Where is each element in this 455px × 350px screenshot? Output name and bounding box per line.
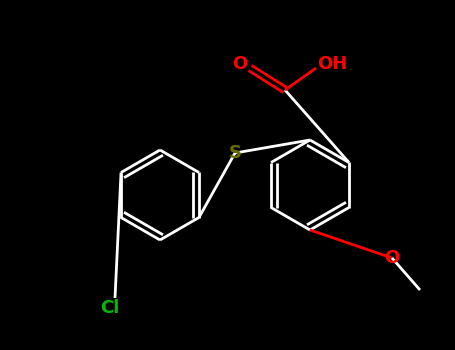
- Text: O: O: [233, 55, 248, 73]
- Text: S: S: [228, 144, 242, 162]
- Text: O: O: [384, 249, 399, 267]
- Text: OH: OH: [317, 55, 347, 73]
- Text: Cl: Cl: [100, 299, 120, 317]
